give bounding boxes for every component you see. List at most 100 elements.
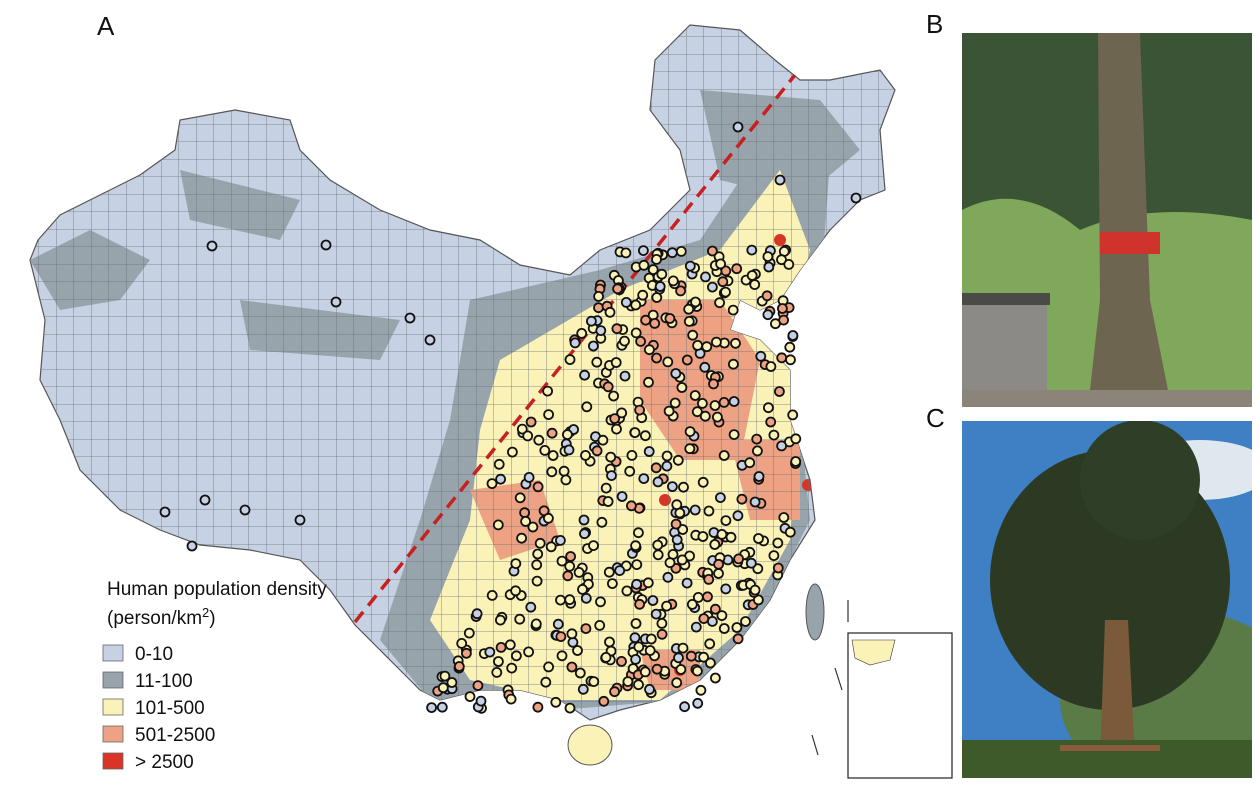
site-marker (505, 693, 517, 705)
site-marker (638, 259, 650, 271)
site-marker (684, 260, 696, 272)
site-marker (577, 683, 589, 695)
site-marker (534, 537, 546, 549)
site-marker (642, 577, 654, 589)
site-marker (525, 601, 537, 613)
site-marker (437, 682, 449, 694)
site-marker (772, 537, 784, 549)
site-marker (439, 670, 451, 682)
site-marker (446, 677, 458, 688)
site-marker (484, 646, 496, 658)
site-marker (749, 584, 761, 596)
site-marker (675, 285, 686, 297)
site-marker (522, 430, 534, 442)
site-marker (514, 492, 526, 504)
site-marker (652, 476, 664, 488)
site-marker (671, 499, 683, 511)
site-marker (732, 510, 744, 522)
site-marker (681, 577, 693, 589)
site-marker (560, 474, 572, 486)
site-marker (698, 651, 709, 663)
site-marker (770, 318, 781, 330)
site-marker (664, 313, 676, 324)
site-marker (562, 429, 573, 441)
photo-c (962, 421, 1252, 778)
site-marker (464, 691, 476, 702)
site-marker (580, 623, 592, 634)
site-marker (783, 258, 795, 270)
unit-prefix: (person/km (107, 608, 202, 629)
site-marker (629, 632, 641, 644)
site-marker (546, 466, 558, 478)
site-marker (595, 325, 607, 337)
site-marker (635, 335, 646, 347)
site-marker (506, 662, 518, 674)
site-marker (574, 667, 586, 679)
site-marker (713, 558, 724, 570)
site-marker (580, 592, 592, 604)
site-marker (611, 323, 623, 335)
site-marker (787, 409, 799, 421)
site-marker (555, 594, 566, 606)
site-marker (600, 652, 612, 663)
site-marker (578, 514, 590, 526)
site-marker (751, 433, 763, 445)
site-marker (673, 652, 684, 664)
site-marker (591, 356, 603, 368)
site-marker (630, 540, 641, 552)
site-marker (692, 339, 703, 351)
site-marker (746, 244, 758, 256)
site-marker (523, 471, 535, 483)
site-marker (603, 566, 615, 578)
site-marker (486, 590, 498, 601)
site-marker (716, 529, 728, 540)
site-marker (763, 402, 774, 414)
site-marker (620, 247, 632, 259)
site-marker (713, 568, 724, 579)
site-marker (586, 315, 597, 327)
site-marker (709, 400, 721, 411)
site-marker (471, 608, 483, 620)
site-marker (644, 684, 655, 695)
site-marker (661, 600, 672, 612)
site-marker (776, 440, 787, 452)
site-marker (707, 245, 718, 257)
legend-swatch (102, 752, 124, 770)
site-marker (595, 596, 606, 608)
site-marker (707, 281, 718, 293)
site-marker (492, 519, 504, 531)
unit-superscript: 2 (202, 605, 209, 620)
site-marker (605, 451, 617, 463)
site-marker (633, 527, 644, 539)
site-marker (602, 381, 614, 393)
site-marker (598, 695, 610, 707)
site-marker (647, 264, 659, 276)
site-marker (762, 309, 774, 321)
site-marker (609, 413, 621, 425)
site-marker (749, 496, 761, 508)
site-marker (640, 430, 651, 442)
site-marker (607, 578, 618, 589)
site-marker (644, 344, 655, 356)
site-marker (778, 512, 790, 523)
site-marker (580, 449, 591, 461)
site-marker (631, 578, 642, 590)
site-marker (664, 557, 676, 569)
site-marker (790, 433, 802, 445)
site-marker (784, 341, 796, 353)
site-marker (633, 641, 645, 653)
site-marker (597, 434, 609, 446)
site-marker (426, 702, 438, 713)
site-marker (776, 352, 788, 364)
site-marker (539, 444, 551, 456)
site-marker (486, 478, 498, 490)
site-marker (772, 562, 784, 574)
site-marker (547, 450, 559, 461)
site-marker (516, 532, 527, 544)
panel-label: B (926, 9, 943, 39)
legend-swatch (102, 671, 124, 689)
site-marker (463, 627, 475, 639)
site-marker (744, 457, 756, 469)
site-marker (774, 174, 786, 186)
